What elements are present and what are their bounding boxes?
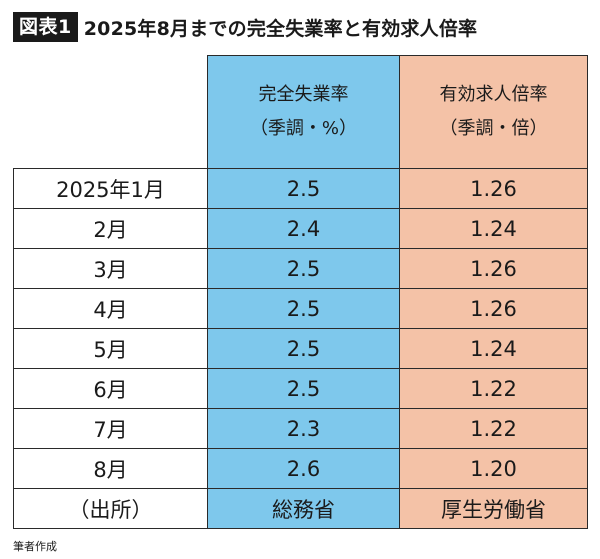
source-label-cell: （出所） bbox=[13, 488, 208, 529]
unemployment-cell: 2.5 bbox=[207, 368, 400, 409]
jobs-ratio-cell: 1.26 bbox=[399, 168, 588, 209]
unemployment-cell: 2.5 bbox=[207, 288, 400, 329]
figure-title: 2025年8月までの完全失業率と有効求人倍率 bbox=[83, 17, 478, 40]
jobs-ratio-cell: 1.26 bbox=[399, 248, 588, 289]
statistics-table: 完全失業率 （季調・%） 有効求人倍率 （季調・倍） 2025年1月 2.5 1… bbox=[13, 55, 588, 529]
jobs-ratio-cell: 1.24 bbox=[399, 208, 588, 249]
unemployment-cell: 2.3 bbox=[207, 408, 400, 449]
header-jobs-ratio-title: 有効求人倍率 bbox=[439, 84, 548, 105]
month-cell: 6月 bbox=[13, 368, 208, 409]
header-unemployment: 完全失業率 （季調・%） bbox=[207, 55, 400, 169]
table-row: 8月 2.6 1.20 bbox=[13, 448, 588, 489]
header-jobs-ratio-unit: （季調・倍） bbox=[439, 118, 548, 139]
table-row: 3月 2.5 1.26 bbox=[13, 248, 588, 289]
jobs-ratio-cell: 1.22 bbox=[399, 408, 588, 449]
table-row: 4月 2.5 1.26 bbox=[13, 288, 588, 329]
jobs-ratio-cell: 1.24 bbox=[399, 328, 588, 369]
unemployment-cell: 2.5 bbox=[207, 168, 400, 209]
footnote: 筆者作成 bbox=[13, 540, 57, 553]
figure-title-bar: 図表1 2025年8月までの完全失業率と有効求人倍率 bbox=[13, 11, 477, 43]
unemployment-cell: 2.5 bbox=[207, 328, 400, 369]
table-row: 6月 2.5 1.22 bbox=[13, 368, 588, 409]
table-row: 2月 2.4 1.24 bbox=[13, 208, 588, 249]
jobs-ratio-cell: 1.22 bbox=[399, 368, 588, 409]
source-unemployment-cell: 総務省 bbox=[207, 488, 400, 529]
header-unemployment-unit: （季調・%） bbox=[249, 118, 358, 139]
header-jobs-ratio: 有効求人倍率 （季調・倍） bbox=[399, 55, 588, 169]
table-header-row: 完全失業率 （季調・%） 有効求人倍率 （季調・倍） bbox=[13, 55, 588, 169]
header-blank-cell bbox=[13, 55, 208, 169]
table-row: 7月 2.3 1.22 bbox=[13, 408, 588, 449]
source-jobs-ratio-cell: 厚生労働省 bbox=[399, 488, 588, 529]
month-cell: 4月 bbox=[13, 288, 208, 329]
unemployment-cell: 2.6 bbox=[207, 448, 400, 489]
table-row: 2025年1月 2.5 1.26 bbox=[13, 168, 588, 209]
jobs-ratio-cell: 1.26 bbox=[399, 288, 588, 329]
unemployment-cell: 2.5 bbox=[207, 248, 400, 289]
month-cell: 7月 bbox=[13, 408, 208, 449]
jobs-ratio-cell: 1.20 bbox=[399, 448, 588, 489]
month-cell: 8月 bbox=[13, 448, 208, 489]
source-row: （出所） 総務省 厚生労働省 bbox=[13, 488, 588, 529]
table-row: 5月 2.5 1.24 bbox=[13, 328, 588, 369]
month-cell: 5月 bbox=[13, 328, 208, 369]
month-cell: 3月 bbox=[13, 248, 208, 289]
month-cell: 2月 bbox=[13, 208, 208, 249]
unemployment-cell: 2.4 bbox=[207, 208, 400, 249]
month-cell: 2025年1月 bbox=[13, 168, 208, 209]
header-unemployment-title: 完全失業率 bbox=[258, 84, 349, 105]
figure-label: 図表1 bbox=[13, 12, 78, 42]
